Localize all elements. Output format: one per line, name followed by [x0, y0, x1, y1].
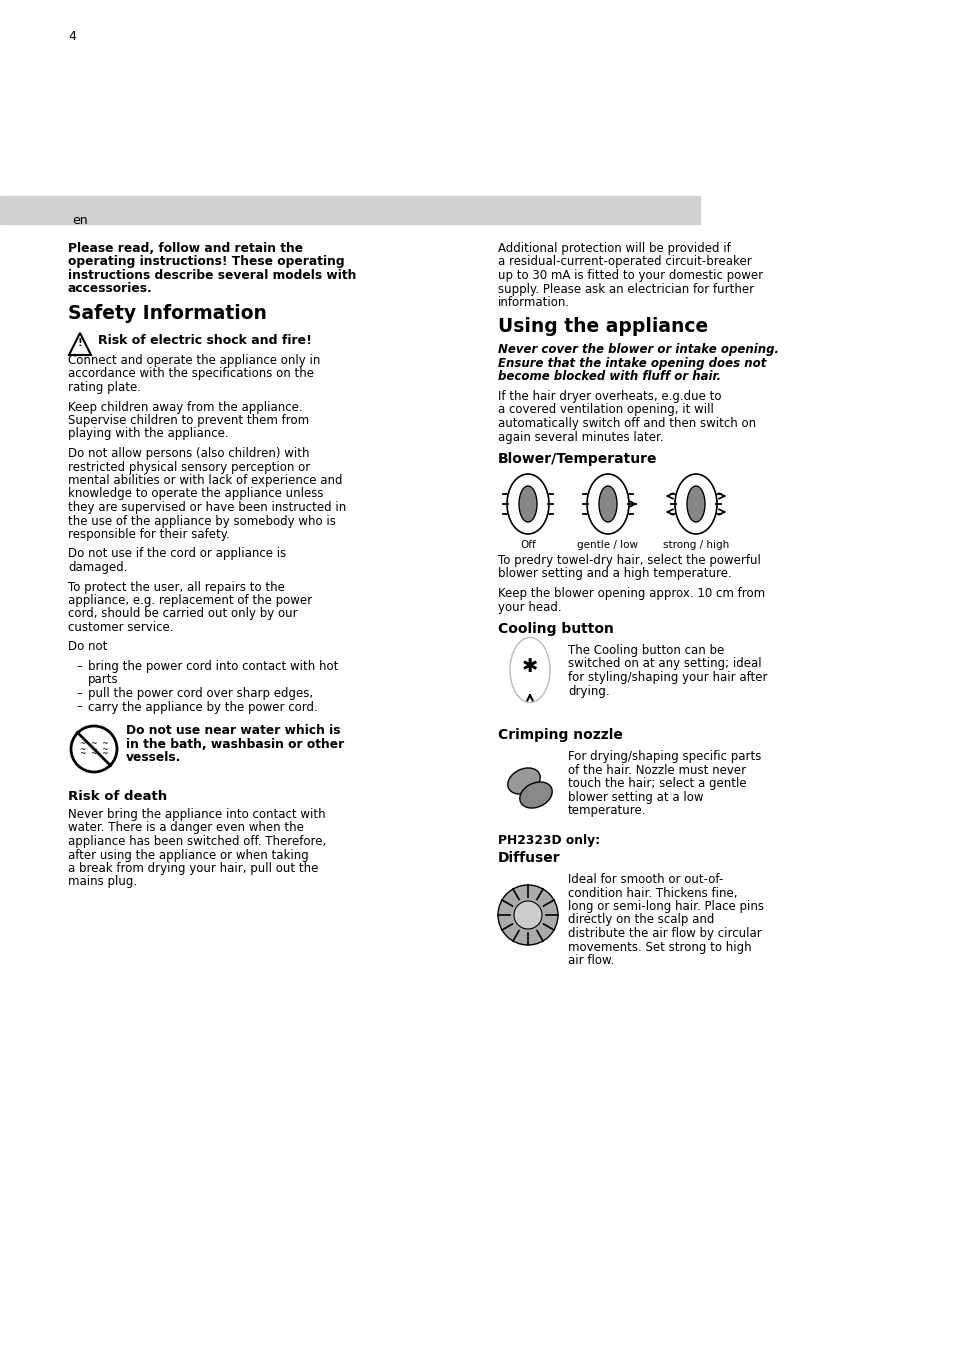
Text: Never cover the blower or intake opening.: Never cover the blower or intake opening…: [497, 343, 779, 357]
Text: Keep the blower opening approx. 10 cm from: Keep the blower opening approx. 10 cm fr…: [497, 586, 764, 600]
Text: –: –: [76, 701, 82, 713]
Text: ~  ~  ~: ~ ~ ~: [80, 739, 109, 748]
Text: touch the hair; select a gentle: touch the hair; select a gentle: [567, 777, 746, 790]
Text: operating instructions! These operating: operating instructions! These operating: [68, 255, 344, 269]
Text: long or semi-long hair. Place pins: long or semi-long hair. Place pins: [567, 900, 763, 913]
Text: blower setting and a high temperature.: blower setting and a high temperature.: [497, 567, 731, 581]
Text: Blower/Temperature: Blower/Temperature: [497, 453, 657, 466]
Text: again several minutes later.: again several minutes later.: [497, 431, 663, 443]
Text: damaged.: damaged.: [68, 561, 128, 574]
Text: Never bring the appliance into contact with: Never bring the appliance into contact w…: [68, 808, 325, 821]
Text: air flow.: air flow.: [567, 954, 614, 967]
Text: playing with the appliance.: playing with the appliance.: [68, 427, 229, 440]
Text: temperature.: temperature.: [567, 804, 646, 817]
Text: rating plate.: rating plate.: [68, 381, 141, 394]
Text: bring the power cord into contact with hot: bring the power cord into contact with h…: [88, 661, 338, 673]
Text: Do not use near water which is: Do not use near water which is: [126, 724, 340, 738]
Text: ✱: ✱: [521, 658, 537, 677]
Text: strong / high: strong / high: [662, 540, 728, 550]
Text: Using the appliance: Using the appliance: [497, 317, 707, 336]
Ellipse shape: [686, 486, 704, 521]
Text: distribute the air flow by circular: distribute the air flow by circular: [567, 927, 760, 940]
Text: Cooling button: Cooling button: [497, 621, 613, 636]
Text: mental abilities or with lack of experience and: mental abilities or with lack of experie…: [68, 474, 342, 486]
Circle shape: [514, 901, 541, 929]
Text: carry the appliance by the power cord.: carry the appliance by the power cord.: [88, 701, 317, 713]
Text: information.: information.: [497, 296, 570, 309]
Text: blower setting at a low: blower setting at a low: [567, 790, 702, 804]
Text: responsible for their safety.: responsible for their safety.: [68, 528, 230, 540]
Text: knowledge to operate the appliance unless: knowledge to operate the appliance unles…: [68, 488, 323, 500]
Text: instructions describe several models with: instructions describe several models wit…: [68, 269, 356, 282]
Text: supply. Please ask an electrician for further: supply. Please ask an electrician for fu…: [497, 282, 753, 296]
Text: ~  ~  ~: ~ ~ ~: [80, 750, 109, 758]
Text: appliance has been switched off. Therefore,: appliance has been switched off. Therefo…: [68, 835, 326, 848]
Text: Additional protection will be provided if: Additional protection will be provided i…: [497, 242, 730, 255]
Text: automatically switch off and then switch on: automatically switch off and then switch…: [497, 417, 756, 430]
Text: en: en: [71, 213, 88, 227]
Text: Connect and operate the appliance only in: Connect and operate the appliance only i…: [68, 354, 320, 367]
Text: PH2323D only:: PH2323D only:: [497, 834, 599, 847]
Text: restricted physical sensory perception or: restricted physical sensory perception o…: [68, 461, 310, 473]
Ellipse shape: [507, 767, 539, 794]
Text: appliance, e.g. replacement of the power: appliance, e.g. replacement of the power: [68, 594, 312, 607]
Text: Safety Information: Safety Information: [68, 304, 267, 323]
Text: for styling/shaping your hair after: for styling/shaping your hair after: [567, 671, 767, 684]
Bar: [0, 196, 700, 224]
Text: For drying/shaping specific parts: For drying/shaping specific parts: [567, 750, 760, 763]
Text: directly on the scalp and: directly on the scalp and: [567, 913, 714, 927]
Ellipse shape: [518, 486, 537, 521]
Text: Do not use if the cord or appliance is: Do not use if the cord or appliance is: [68, 547, 286, 561]
Text: your head.: your head.: [497, 600, 561, 613]
Text: become blocked with fluff or hair.: become blocked with fluff or hair.: [497, 370, 720, 384]
Text: To predry towel-dry hair, select the powerful: To predry towel-dry hair, select the pow…: [497, 554, 760, 567]
Text: gentle / low: gentle / low: [577, 540, 638, 550]
Text: a residual-current-operated circuit-breaker: a residual-current-operated circuit-brea…: [497, 255, 751, 269]
Text: a break from drying your hair, pull out the: a break from drying your hair, pull out …: [68, 862, 318, 875]
Ellipse shape: [598, 486, 617, 521]
Text: –: –: [76, 661, 82, 673]
Ellipse shape: [519, 782, 552, 808]
Text: of the hair. Nozzle must never: of the hair. Nozzle must never: [567, 763, 745, 777]
Text: vessels.: vessels.: [126, 751, 181, 765]
Text: !: !: [77, 338, 82, 349]
Text: ~  ~  ~: ~ ~ ~: [80, 744, 109, 754]
Text: cord, should be carried out only by our: cord, should be carried out only by our: [68, 608, 297, 620]
Text: –: –: [76, 688, 82, 700]
Text: up to 30 mA is fitted to your domestic power: up to 30 mA is fitted to your domestic p…: [497, 269, 762, 282]
Text: Crimping nozzle: Crimping nozzle: [497, 728, 622, 742]
Text: Do not: Do not: [68, 640, 108, 654]
Text: 4: 4: [68, 30, 76, 43]
Text: they are supervised or have been instructed in: they are supervised or have been instruc…: [68, 501, 346, 513]
Text: parts: parts: [88, 674, 118, 686]
Text: Risk of electric shock and fire!: Risk of electric shock and fire!: [98, 334, 312, 347]
Text: switched on at any setting; ideal: switched on at any setting; ideal: [567, 658, 760, 670]
Text: drying.: drying.: [567, 685, 609, 697]
Text: Do not allow persons (also children) with: Do not allow persons (also children) wit…: [68, 447, 309, 459]
Text: condition hair. Thickens fine,: condition hair. Thickens fine,: [567, 886, 737, 900]
Text: accessories.: accessories.: [68, 282, 152, 296]
Text: Off: Off: [519, 540, 536, 550]
Text: customer service.: customer service.: [68, 621, 173, 634]
Text: Keep children away from the appliance.: Keep children away from the appliance.: [68, 400, 302, 413]
Text: in the bath, washbasin or other: in the bath, washbasin or other: [126, 738, 344, 751]
Text: Ensure that the intake opening does not: Ensure that the intake opening does not: [497, 357, 765, 370]
Text: pull the power cord over sharp edges,: pull the power cord over sharp edges,: [88, 688, 313, 700]
Text: Diffuser: Diffuser: [497, 851, 560, 865]
Text: If the hair dryer overheats, e.g.due to: If the hair dryer overheats, e.g.due to: [497, 390, 720, 403]
Text: after using the appliance or when taking: after using the appliance or when taking: [68, 848, 309, 862]
Text: Ideal for smooth or out-of-: Ideal for smooth or out-of-: [567, 873, 722, 886]
Text: the use of the appliance by somebody who is: the use of the appliance by somebody who…: [68, 515, 335, 527]
Text: To protect the user, all repairs to the: To protect the user, all repairs to the: [68, 581, 285, 593]
Text: accordance with the specifications on the: accordance with the specifications on th…: [68, 367, 314, 381]
Text: Please read, follow and retain the: Please read, follow and retain the: [68, 242, 303, 255]
Text: movements. Set strong to high: movements. Set strong to high: [567, 940, 751, 954]
Text: Supervise children to prevent them from: Supervise children to prevent them from: [68, 413, 309, 427]
Text: water. There is a danger even when the: water. There is a danger even when the: [68, 821, 304, 835]
Text: Risk of death: Risk of death: [68, 790, 167, 802]
Text: a covered ventilation opening, it will: a covered ventilation opening, it will: [497, 404, 713, 416]
Text: The Cooling button can be: The Cooling button can be: [567, 644, 723, 657]
Circle shape: [497, 885, 558, 944]
Text: mains plug.: mains plug.: [68, 875, 137, 889]
